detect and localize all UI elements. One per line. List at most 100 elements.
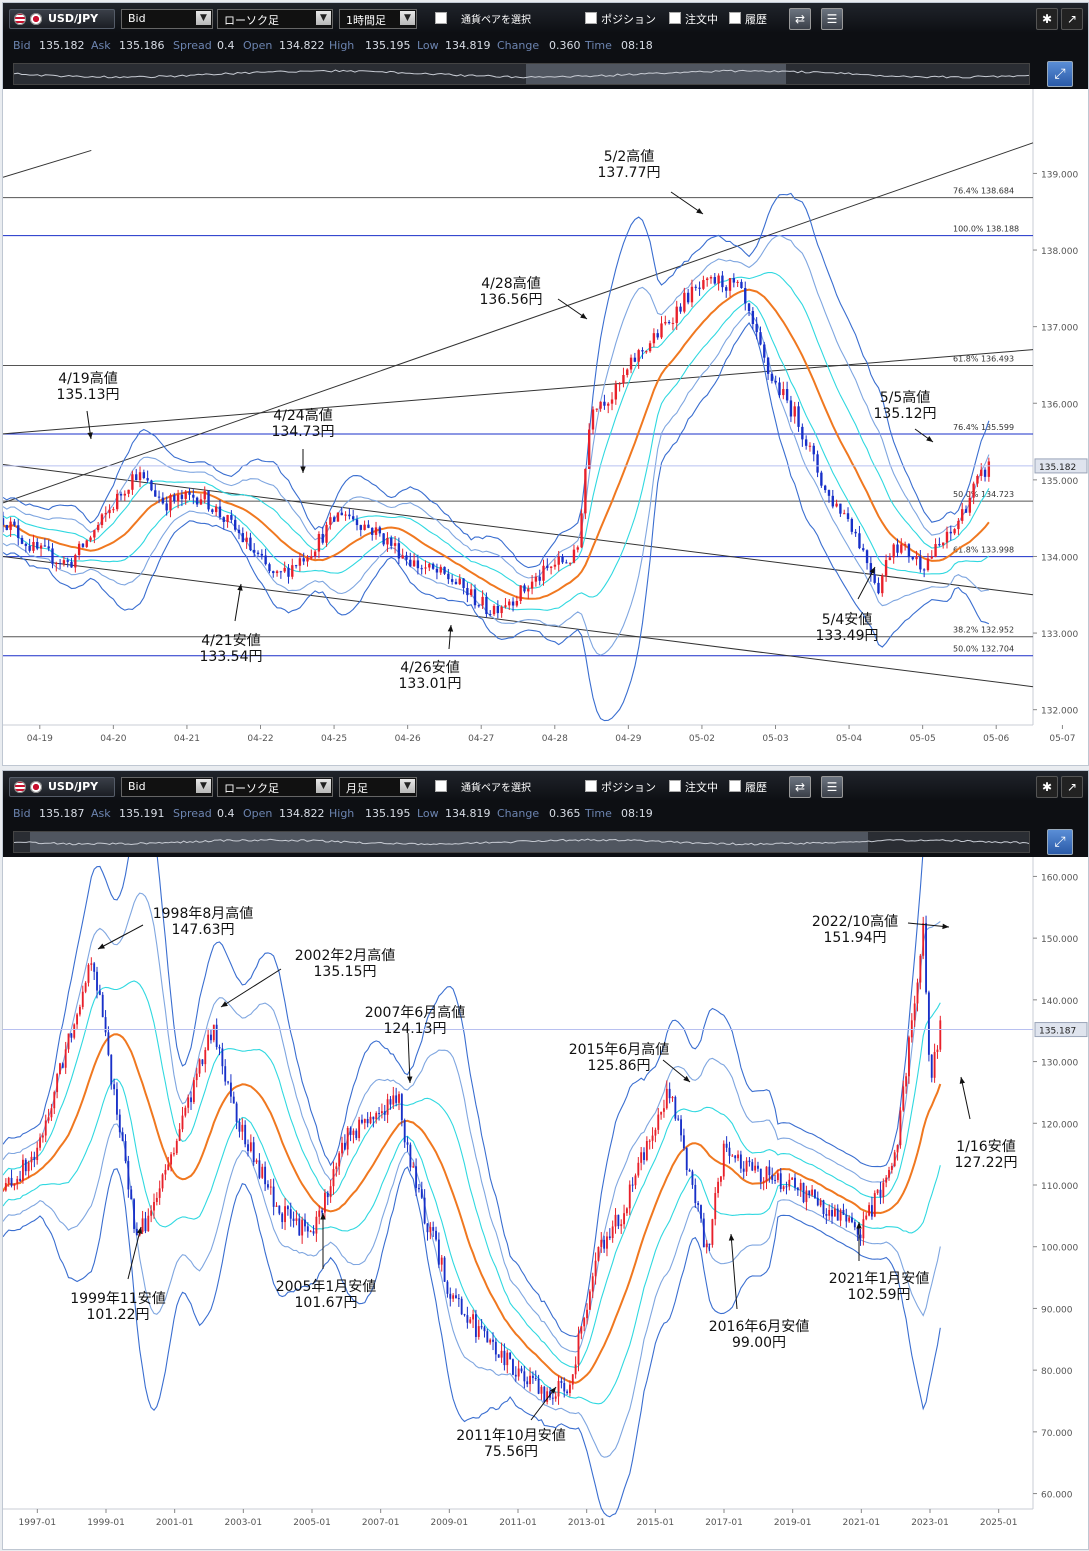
popout-icon[interactable]: ↗ bbox=[1061, 776, 1083, 798]
candle-up bbox=[212, 1024, 215, 1041]
period-select[interactable]: 1時間足 ▼ bbox=[339, 9, 417, 29]
gear-icon[interactable]: ✱ bbox=[1036, 776, 1058, 798]
candle-down bbox=[343, 1142, 346, 1150]
candle-up bbox=[637, 350, 640, 362]
candle-up bbox=[131, 474, 134, 490]
high-label: High bbox=[329, 39, 355, 52]
popout-icon[interactable]: ↗ bbox=[1061, 8, 1083, 30]
annotation-price: 99.00円 bbox=[732, 1335, 786, 1351]
candle-down bbox=[249, 537, 252, 550]
price-type-select[interactable]: Bid ▼ bbox=[121, 9, 213, 29]
candle-down bbox=[751, 311, 755, 325]
candle-up bbox=[634, 1175, 637, 1186]
period-value: 月足 bbox=[346, 782, 368, 795]
expand-icon[interactable]: ⤢ bbox=[1047, 61, 1073, 87]
candle-down bbox=[462, 578, 465, 589]
candle-up bbox=[665, 1088, 668, 1109]
history-checkbox[interactable] bbox=[729, 12, 741, 24]
candle-up bbox=[127, 489, 130, 494]
select-pair-checkbox[interactable] bbox=[435, 12, 447, 24]
candle-up bbox=[226, 515, 229, 522]
candle-up bbox=[96, 525, 100, 531]
chart-type-select[interactable]: ローソク足 ▼ bbox=[217, 777, 333, 797]
candle-down bbox=[816, 454, 819, 473]
candle-down bbox=[740, 281, 743, 288]
candle-up bbox=[648, 1140, 651, 1142]
candle-up bbox=[586, 1309, 588, 1319]
candle-up bbox=[594, 1260, 597, 1277]
candle-down bbox=[154, 490, 157, 497]
band-upper-3sd bbox=[3, 192, 990, 569]
candle-down bbox=[643, 1152, 645, 1161]
candle-up bbox=[776, 1173, 779, 1181]
select-pair-checkbox[interactable] bbox=[435, 780, 447, 792]
annotation-title: 5/2高値 bbox=[604, 148, 655, 165]
currency-pair-badge[interactable]: USD/JPY bbox=[9, 777, 115, 797]
chart-type-select[interactable]: ローソク足 ▼ bbox=[217, 9, 333, 29]
period-select[interactable]: 月足 ▼ bbox=[339, 777, 417, 797]
gear-icon[interactable]: ✱ bbox=[1036, 8, 1058, 30]
candle-up bbox=[41, 1135, 44, 1138]
candle-down bbox=[432, 1227, 435, 1231]
candle-up bbox=[56, 1074, 59, 1093]
candle-down bbox=[755, 324, 758, 333]
overview-line bbox=[14, 832, 1029, 852]
chevron-down-icon: ▼ bbox=[196, 11, 211, 25]
annotation-price: 124.13円 bbox=[384, 1021, 447, 1037]
candle-down bbox=[520, 1368, 523, 1372]
price-type-select[interactable]: Bid ▼ bbox=[121, 777, 213, 797]
candle-down bbox=[862, 548, 865, 551]
candle-up bbox=[529, 1375, 531, 1385]
candle-down bbox=[842, 1209, 845, 1215]
overview-scrollbar[interactable] bbox=[13, 63, 1030, 85]
candle-down bbox=[382, 533, 385, 545]
positions-label: ポジション bbox=[601, 13, 656, 26]
candle-down bbox=[865, 550, 869, 564]
expand-icon[interactable]: ⤢ bbox=[1047, 829, 1073, 855]
candle-down bbox=[732, 278, 736, 283]
orders-checkbox[interactable] bbox=[669, 12, 681, 24]
candle-down bbox=[230, 515, 233, 520]
history-checkbox[interactable] bbox=[729, 780, 741, 792]
currency-pair-badge[interactable]: USD/JPY bbox=[9, 9, 115, 29]
candle-down bbox=[768, 1166, 771, 1176]
candle-up bbox=[519, 585, 522, 601]
candle-down bbox=[355, 1130, 358, 1139]
ask-label: Ask bbox=[91, 807, 111, 820]
candle-up bbox=[325, 524, 328, 543]
candle-up bbox=[64, 1049, 67, 1068]
change-label: Change bbox=[497, 39, 540, 52]
candle-up bbox=[341, 1142, 343, 1154]
candle-up bbox=[3, 1190, 4, 1192]
chevron-down-icon: ▼ bbox=[400, 11, 415, 25]
candle-up bbox=[30, 1156, 33, 1163]
candle-up bbox=[500, 606, 503, 614]
positions-checkbox[interactable] bbox=[585, 780, 597, 792]
orders-checkbox[interactable] bbox=[669, 780, 681, 792]
candle-down bbox=[116, 1089, 118, 1115]
candle-up bbox=[374, 527, 378, 535]
candle-down bbox=[418, 1187, 420, 1190]
candle-down bbox=[869, 563, 873, 575]
candle-down bbox=[359, 525, 362, 530]
price-chart[interactable]: 60.000 70.000 80.000 90.000 100.000 110.000 12… bbox=[3, 857, 1088, 1549]
candle-down bbox=[389, 1099, 392, 1105]
candle-up bbox=[198, 1059, 201, 1074]
positions-checkbox[interactable] bbox=[585, 12, 597, 24]
candle-up bbox=[663, 1108, 665, 1112]
chart-tool-icon[interactable]: ⇄ bbox=[789, 8, 811, 30]
candle-down bbox=[485, 596, 488, 615]
candle-up bbox=[873, 1193, 876, 1217]
overview-scrollbar[interactable] bbox=[13, 831, 1030, 853]
current-price-label: 135.187 bbox=[1039, 1027, 1076, 1037]
candle-up bbox=[908, 1037, 910, 1077]
chart-tool-icon[interactable]: ⇄ bbox=[789, 776, 811, 798]
indicator-list-icon[interactable]: ☰ bbox=[821, 8, 843, 30]
price-chart[interactable]: 132.000 133.000 134.000 135.000 136.000 137.0… bbox=[3, 89, 1088, 765]
candle-down bbox=[721, 275, 724, 288]
candle-down bbox=[237, 529, 241, 534]
candle-up bbox=[722, 1143, 725, 1177]
indicator-list-icon[interactable]: ☰ bbox=[821, 776, 843, 798]
candle-down bbox=[473, 589, 477, 606]
x-tick-label: 2023-01 bbox=[911, 1518, 949, 1528]
